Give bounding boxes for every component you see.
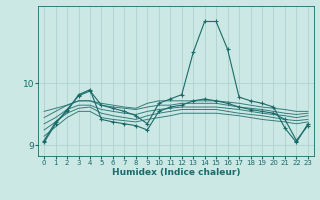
X-axis label: Humidex (Indice chaleur): Humidex (Indice chaleur) — [112, 168, 240, 177]
